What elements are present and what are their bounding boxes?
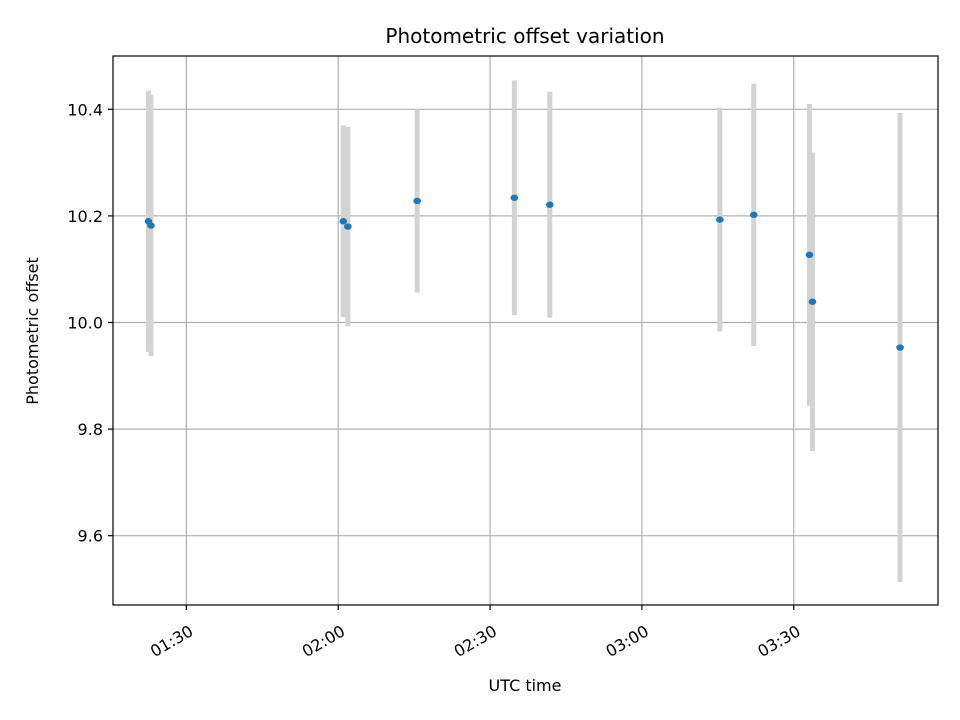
data-point	[545, 201, 554, 208]
data-point	[339, 218, 348, 225]
axis-ticks	[108, 108, 795, 610]
data-point	[510, 194, 519, 201]
x-axis-label: UTC time	[489, 676, 562, 695]
axes-frame	[112, 55, 939, 606]
data-point	[344, 223, 352, 230]
data-points	[144, 194, 904, 351]
y-tick-label: 10.0	[67, 314, 103, 333]
data-point	[808, 298, 817, 305]
data-point	[749, 211, 758, 219]
data-point	[413, 197, 421, 205]
data-point	[805, 251, 814, 259]
y-tick-label: 10.4	[67, 100, 103, 119]
grid-lines	[113, 56, 938, 605]
chart-title: Photometric offset variation	[385, 24, 664, 48]
data-point	[896, 344, 904, 351]
y-tick-label: 9.6	[78, 527, 103, 546]
y-axis-label: Photometric offset	[23, 257, 42, 405]
data-point	[147, 222, 155, 229]
data-point	[716, 216, 724, 223]
y-tick-label: 9.8	[78, 420, 103, 439]
plot-area	[113, 56, 938, 605]
y-tick-label: 10.2	[67, 207, 103, 226]
